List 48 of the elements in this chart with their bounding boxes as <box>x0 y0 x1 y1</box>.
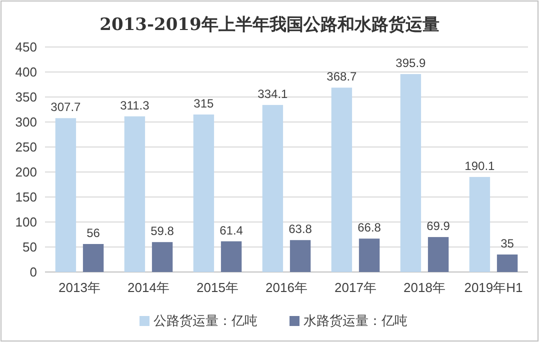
data-label: 334.1 <box>258 86 288 101</box>
data-label: 69.9 <box>426 219 450 234</box>
bar <box>193 114 214 272</box>
y-tick-label: 100 <box>15 214 37 230</box>
x-tick-label: 2014年 <box>128 280 170 295</box>
bar <box>496 254 518 272</box>
x-tick-label: 2018年 <box>404 280 446 295</box>
y-tick-label: 0 <box>30 264 37 280</box>
bar <box>124 116 146 272</box>
bar <box>82 244 104 272</box>
x-tick-label: 2019年H1 <box>464 280 523 295</box>
data-label: 311.3 <box>120 98 150 112</box>
y-tick-label: 150 <box>15 190 37 204</box>
x-tick-label: 2016年 <box>266 280 308 295</box>
bar <box>469 176 490 272</box>
legend-label: 公路货运量：亿吨 <box>154 313 258 328</box>
bar <box>262 104 284 272</box>
data-label: 368.7 <box>326 70 358 84</box>
x-tick-label: 2017年 <box>334 280 376 295</box>
x-tick-label: 2013年 <box>58 280 100 295</box>
bar <box>220 241 242 272</box>
y-tick-label: 300 <box>15 114 37 130</box>
data-label: 35 <box>500 236 514 250</box>
bar <box>400 74 422 272</box>
bar <box>290 240 311 272</box>
data-label: 190.1 <box>464 158 496 173</box>
data-label: 307.7 <box>50 100 82 114</box>
data-label: 66.8 <box>358 220 382 235</box>
data-label: 56 <box>86 226 100 240</box>
bar <box>358 238 380 272</box>
chart-title: 2013-2019年上半年我国公路和水路货运量 <box>100 15 440 35</box>
legend-label: 水路货运量：亿吨 <box>304 313 408 328</box>
y-tick-label: 400 <box>15 64 37 80</box>
x-tick-label: 2015年 <box>196 280 238 295</box>
bar <box>331 88 352 272</box>
data-label: 59.8 <box>150 224 174 238</box>
bar <box>55 118 76 272</box>
data-label: 395.9 <box>396 56 426 70</box>
data-label: 315 <box>194 96 214 110</box>
data-label: 63.8 <box>288 222 312 236</box>
data-label: 61.4 <box>220 223 244 238</box>
y-tick-label: 350 <box>15 90 37 104</box>
y-tick-label: 50 <box>22 240 37 254</box>
y-tick-label: 450 <box>15 40 37 54</box>
y-tick-label: 200 <box>15 164 37 180</box>
bar <box>428 237 449 272</box>
y-tick-label: 250 <box>15 140 37 154</box>
bar <box>152 242 173 272</box>
